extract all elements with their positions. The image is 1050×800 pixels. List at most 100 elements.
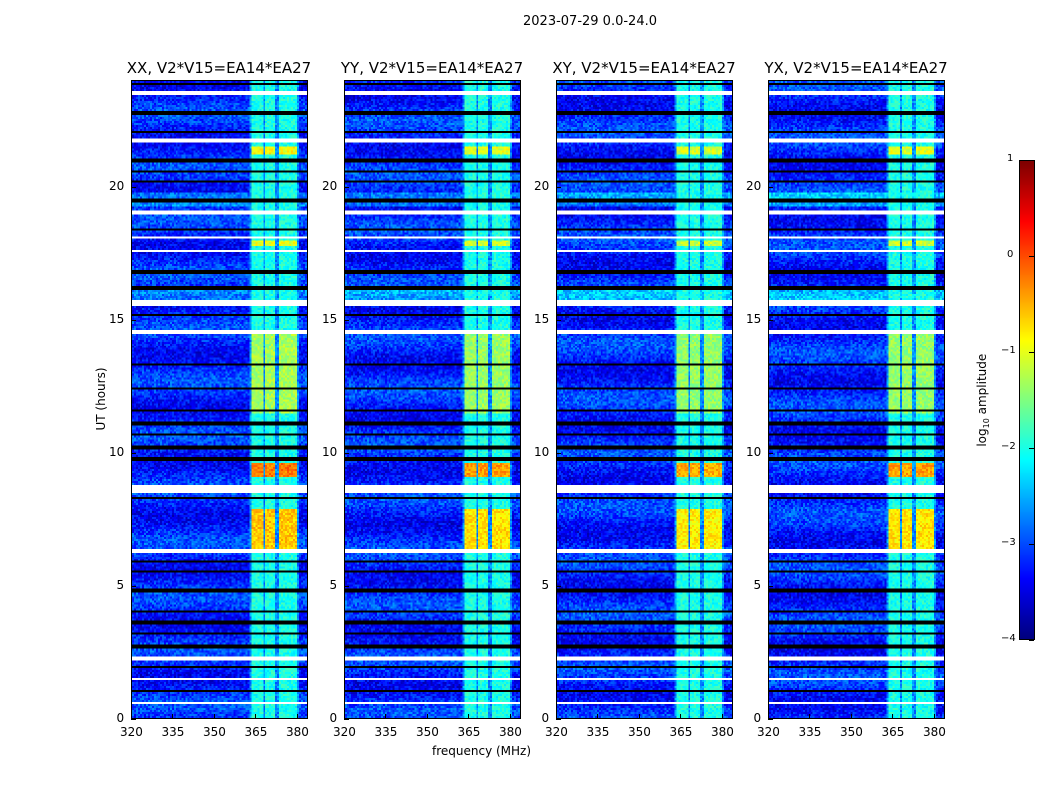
- x-tick-mark: [172, 714, 174, 719]
- x-tick-mark: [768, 714, 769, 719]
- y-tick-label: 5: [329, 577, 338, 592]
- spectrogram-image: [345, 81, 520, 718]
- x-tick-mark: [344, 714, 345, 719]
- x-tick-mark: [892, 714, 894, 719]
- y-tick-label: 0: [753, 711, 762, 725]
- colorbar-tick-mark: [1029, 352, 1034, 353]
- y-tick-label: 0: [116, 711, 125, 725]
- y-tick-mark: [131, 319, 136, 321]
- x-tick-mark: [509, 714, 511, 719]
- x-tick-label: 335: [374, 725, 398, 739]
- spectrogram-image: [557, 81, 732, 718]
- x-tick-label: 350: [415, 725, 439, 739]
- colorbar-tick-mark: [1029, 256, 1034, 257]
- colorbar-tick-mark: [1029, 160, 1034, 161]
- y-tick-mark: [556, 186, 561, 188]
- y-tick-mark: [131, 186, 136, 188]
- spectrogram-panel: [768, 80, 945, 719]
- y-tick-mark: [556, 585, 561, 587]
- y-tick-label: 0: [329, 711, 338, 725]
- y-tick-mark: [344, 319, 349, 321]
- x-tick-label: 320: [757, 725, 780, 739]
- x-tick-label: 365: [244, 725, 268, 739]
- colorbar-tick-label: −2: [1001, 441, 1016, 452]
- y-tick-mark: [131, 719, 136, 720]
- x-tick-label: 350: [202, 725, 226, 739]
- colorbar-tick-label: −4: [1001, 633, 1016, 644]
- y-tick-mark: [768, 186, 773, 188]
- colorbar-tick-mark: [1029, 544, 1034, 545]
- x-tick-label: 320: [545, 725, 568, 739]
- spectrogram-image: [132, 81, 307, 718]
- y-tick-label: 20: [109, 178, 125, 193]
- x-tick-mark: [131, 714, 132, 719]
- y-tick-label: 5: [753, 577, 762, 592]
- x-tick-mark: [213, 714, 215, 719]
- spectrogram-panel: [344, 80, 521, 719]
- colorbar-label-rest: amplitude: [974, 353, 989, 419]
- spectrogram-image: [769, 81, 944, 718]
- panel-title: XX, V2*V15=EA14*EA27: [126, 59, 312, 77]
- y-tick-label: 0: [541, 711, 550, 725]
- colorbar-tick-label: −3: [1001, 537, 1016, 548]
- x-tick-mark: [468, 714, 470, 719]
- x-tick-label: 365: [457, 725, 481, 739]
- x-tick-mark: [933, 714, 935, 719]
- colorbar-label-sub: 10: [982, 418, 992, 429]
- colorbar-label-log: log: [974, 428, 989, 447]
- y-tick-mark: [768, 319, 773, 321]
- y-tick-mark: [768, 719, 773, 720]
- y-tick-mark: [344, 585, 349, 587]
- x-tick-label: 320: [120, 725, 143, 739]
- x-axis-label: frequency (MHz): [432, 744, 532, 758]
- x-tick-mark: [721, 714, 723, 719]
- panel-title: YY, V2*V15=EA14*EA27: [340, 59, 524, 77]
- y-tick-mark: [768, 452, 773, 454]
- y-tick-mark: [131, 452, 136, 454]
- y-tick-mark: [556, 452, 561, 454]
- x-tick-label: 350: [839, 725, 863, 739]
- y-tick-mark: [344, 186, 349, 188]
- y-tick-mark: [131, 585, 136, 587]
- y-tick-label: 20: [534, 178, 550, 193]
- spectrogram-panel: [131, 80, 308, 719]
- y-axis-label: UT (hours): [94, 367, 108, 431]
- x-tick-label: 380: [710, 725, 734, 739]
- y-tick-label: 10: [109, 444, 125, 459]
- panel-title: YX, V2*V15=EA14*EA27: [764, 59, 948, 77]
- figure-title: 2023-07-29 0.0-24.0: [523, 14, 657, 29]
- panel-title: XY, V2*V15=EA14*EA27: [552, 59, 736, 77]
- y-tick-mark: [344, 452, 349, 454]
- x-tick-label: 335: [586, 725, 610, 739]
- x-tick-label: 380: [285, 725, 309, 739]
- spectrogram-panel: [556, 80, 733, 719]
- colorbar-tick-label: −1: [1001, 345, 1016, 356]
- y-tick-label: 15: [746, 311, 762, 326]
- x-tick-mark: [556, 714, 557, 719]
- x-tick-label: 335: [798, 725, 822, 739]
- x-tick-mark: [597, 714, 599, 719]
- y-tick-label: 10: [322, 444, 338, 459]
- x-tick-mark: [255, 714, 257, 719]
- y-tick-mark: [556, 319, 561, 321]
- y-tick-label: 15: [109, 311, 125, 326]
- y-tick-mark: [768, 585, 773, 587]
- x-tick-label: 350: [627, 725, 651, 739]
- y-tick-label: 20: [746, 178, 762, 193]
- y-tick-label: 15: [322, 311, 338, 326]
- colorbar-tick-label: 1: [1007, 153, 1014, 164]
- y-tick-label: 5: [116, 577, 125, 592]
- x-tick-mark: [809, 714, 811, 719]
- colorbar-tick-mark: [1029, 448, 1034, 449]
- x-tick-mark: [680, 714, 682, 719]
- x-tick-label: 365: [669, 725, 693, 739]
- y-tick-label: 10: [534, 444, 550, 459]
- x-tick-mark: [385, 714, 387, 719]
- x-tick-mark: [638, 714, 640, 719]
- colorbar-tick-label: 0: [1007, 249, 1014, 260]
- y-tick-label: 15: [534, 311, 550, 326]
- y-tick-label: 10: [746, 444, 762, 459]
- x-tick-label: 365: [881, 725, 905, 739]
- x-tick-mark: [426, 714, 428, 719]
- x-tick-mark: [296, 714, 298, 719]
